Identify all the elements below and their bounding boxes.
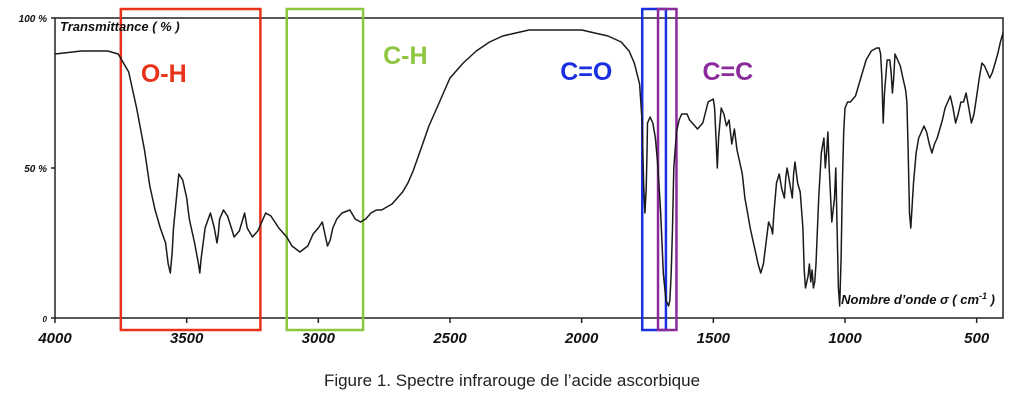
x-axis-title-text: Nombre d’onde σ ( cm [841, 292, 979, 307]
y-tick-label: 0 [43, 315, 48, 324]
x-tick-label: 3500 [170, 330, 204, 347]
band-label-o-h: O-H [141, 60, 187, 88]
x-axis-title-close: ) [987, 292, 995, 307]
band-label-c-h: C-H [383, 42, 427, 70]
x-axis-title: Nombre d’onde σ ( cm-1 ) [841, 291, 995, 307]
figure-caption: Figure 1. Spectre infrarouge de l’acide … [323, 371, 701, 390]
band-label-c-c: C=C [702, 58, 753, 86]
band-box-o-h [119, 7, 262, 332]
spectrum-line [54, 29, 1004, 307]
x-tick-label: 1000 [828, 330, 862, 347]
band-box-c-o [640, 7, 668, 332]
x-tick-label: 3000 [302, 330, 336, 347]
band-box-c-h [285, 7, 365, 332]
x-tick-label: 500 [964, 330, 990, 347]
x-axis-title-exponent: -1 [979, 291, 987, 301]
x-tick-label: 2000 [564, 330, 599, 347]
y-axis-title: Transmittance ( % ) [60, 19, 180, 34]
x-tick-label: 4000 [37, 330, 72, 347]
plot-frame [54, 17, 1004, 319]
x-tick-label: 1500 [697, 330, 731, 347]
y-tick-label: 50 % [24, 164, 47, 175]
band-label-c-o: C=O [560, 58, 612, 86]
y-tick-label: 100 % [19, 14, 47, 25]
x-tick-label: 2500 [432, 330, 467, 347]
